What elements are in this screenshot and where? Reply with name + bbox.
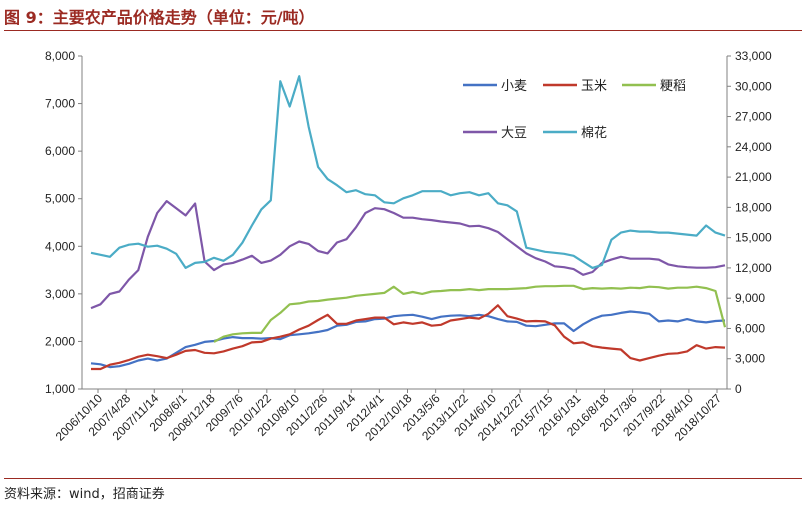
- left-y-ticks: 1,000 2,000 3,000 4,000 5,000 6,000 7,000 8,000: [45, 49, 82, 396]
- left-tick-label: 8,000: [45, 49, 75, 63]
- right-tick-label: 9,000: [735, 291, 765, 305]
- series-line: [91, 304, 726, 371]
- legend-label: 粳稻: [660, 79, 686, 94]
- right-y-ticks: 0 3,000 6,000 9,000 12,000 15,000 18,000 21,000…: [727, 49, 772, 396]
- series-line: [90, 200, 726, 310]
- legend-label: 玉米: [581, 79, 607, 94]
- left-tick-label: 7,000: [45, 97, 75, 111]
- series-lines: [90, 75, 727, 371]
- right-tick-label: 24,000: [735, 140, 772, 154]
- series-line: [90, 75, 726, 269]
- line-chart: 1,000 2,000 3,000 4,000 5,000 6,000 7,000 8,000…: [45, 49, 772, 444]
- right-tick-label: 27,000: [735, 110, 772, 124]
- right-tick-label: 0: [735, 382, 742, 396]
- left-tick-label: 4,000: [45, 239, 75, 253]
- legend-label: 大豆: [501, 126, 527, 141]
- left-tick-label: 1,000: [45, 382, 75, 396]
- left-tick-label: 2,000: [45, 334, 75, 348]
- figure-title: 图 9：主要农产品价格走势（单位：元/吨）: [4, 8, 315, 27]
- x-ticks: 2006/10/102007/4/282007/11/142008/6/1200…: [53, 389, 724, 444]
- right-tick-label: 33,000: [735, 49, 772, 63]
- left-tick-label: 5,000: [45, 192, 75, 206]
- series-line: [213, 284, 727, 343]
- right-tick-label: 30,000: [735, 79, 772, 93]
- source-note: 资料来源：wind，招商证券: [4, 487, 165, 502]
- right-tick-label: 15,000: [735, 231, 772, 245]
- legend-label: 小麦: [501, 79, 527, 94]
- footer-divider: [4, 478, 802, 479]
- left-tick-label: 6,000: [45, 144, 75, 158]
- right-tick-label: 3,000: [735, 352, 765, 366]
- legend-label: 棉花: [581, 125, 607, 141]
- right-tick-label: 21,000: [735, 170, 772, 184]
- title-divider: [4, 30, 802, 31]
- right-tick-label: 6,000: [735, 321, 765, 335]
- right-tick-label: 18,000: [735, 200, 772, 214]
- right-tick-label: 12,000: [735, 261, 772, 275]
- chart-axes: [81, 56, 728, 390]
- series-line: [90, 310, 726, 369]
- left-tick-label: 3,000: [45, 287, 75, 301]
